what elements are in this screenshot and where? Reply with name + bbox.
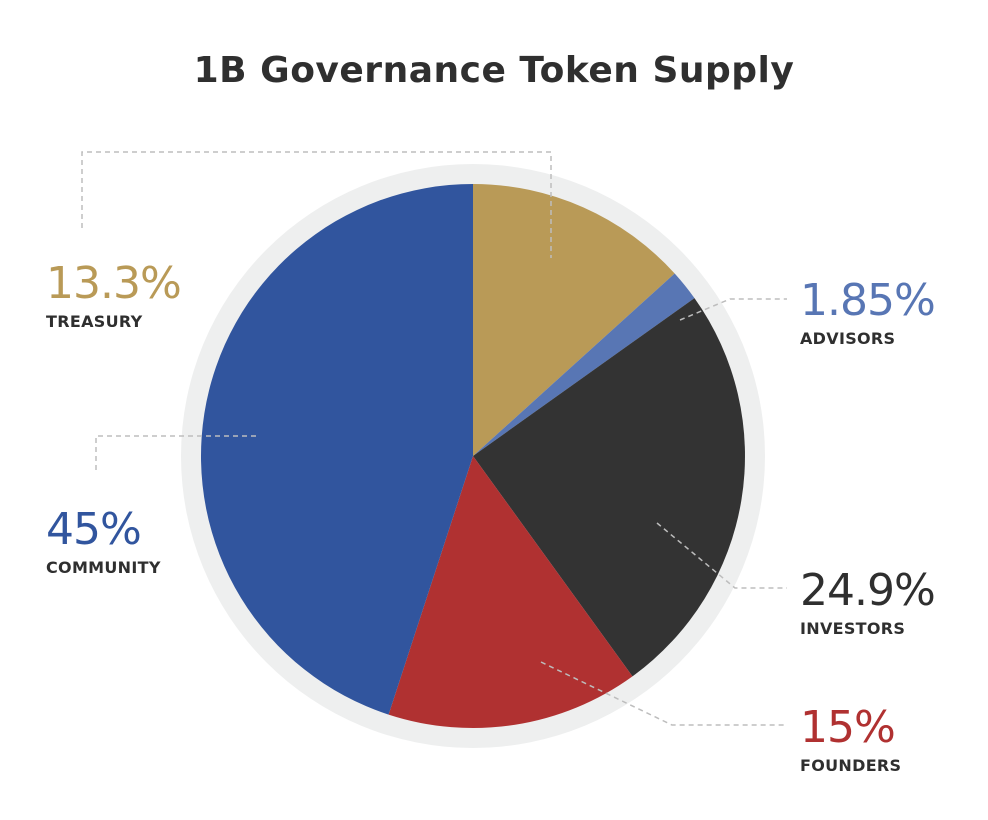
slice-label-advisors: ADVISORS — [800, 329, 896, 348]
leader-line-founders — [540, 661, 787, 726]
slice-value-advisors: 1.85% — [800, 275, 936, 326]
callout-founders: 15% FOUNDERS — [800, 702, 902, 776]
leader-line-advisors — [679, 298, 787, 321]
slice-label-community: COMMUNITY — [46, 558, 161, 577]
leader-line-treasury — [81, 151, 552, 258]
callout-investors: 24.9% INVESTORS — [800, 565, 936, 639]
callout-treasury: 13.3% TREASURY — [46, 258, 182, 332]
callout-advisors: 1.85% ADVISORS — [800, 275, 936, 349]
pie-slice-advisors — [473, 273, 695, 456]
slice-label-investors: INVESTORS — [800, 619, 906, 638]
pie-slice-community — [200, 184, 474, 715]
slice-value-investors: 24.9% — [800, 565, 936, 616]
leader-line-community — [95, 435, 256, 470]
pie-slice-investors — [473, 298, 745, 677]
pie-slice-treasury — [473, 184, 675, 456]
slice-value-treasury: 13.3% — [46, 258, 182, 309]
slice-value-founders: 15% — [800, 702, 896, 753]
slice-value-community: 45% — [46, 504, 142, 555]
chart-title: 1B Governance Token Supply — [193, 50, 795, 91]
slice-label-treasury: TREASURY — [46, 312, 143, 331]
slice-label-founders: FOUNDERS — [800, 756, 902, 775]
pie-slice-founders — [388, 456, 633, 728]
callout-community: 45% COMMUNITY — [46, 504, 161, 578]
leader-line-investors — [656, 522, 787, 589]
